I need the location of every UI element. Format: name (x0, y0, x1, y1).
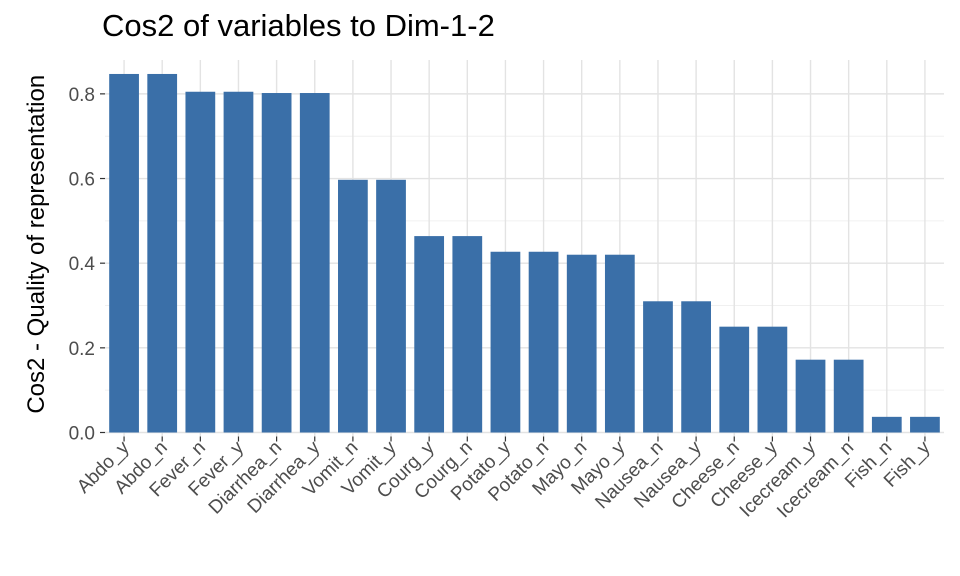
bar (490, 251, 521, 433)
y-tick-label: 0.8 (69, 85, 95, 106)
bar (185, 91, 216, 433)
bar (223, 91, 254, 433)
bars (109, 73, 940, 433)
bar (109, 73, 139, 433)
bar (299, 93, 330, 433)
bar (681, 301, 711, 433)
bar (643, 301, 673, 433)
bar (871, 416, 902, 433)
bar (757, 326, 788, 433)
y-tick-label: 0.2 (69, 339, 95, 360)
y-tick-label: 0.6 (69, 170, 95, 191)
bar (376, 179, 406, 433)
bar (147, 73, 178, 433)
bar (566, 254, 597, 433)
bar (795, 359, 826, 433)
y-tick-label: 0.4 (69, 254, 96, 275)
bar (719, 326, 750, 433)
bar (261, 93, 292, 433)
bar (452, 236, 483, 433)
y-tick-label: 0.0 (69, 424, 95, 445)
y-axis: 0.0 0.2 0.4 0.6 0.8 (69, 85, 105, 445)
bar (414, 236, 445, 433)
y-axis-label: Cos2 - Quality of representation (23, 75, 50, 414)
bar (338, 179, 368, 433)
bar (604, 254, 635, 433)
chart-title: Cos2 of variables to Dim-1-2 (102, 8, 495, 43)
x-axis: Abdo_yAbdo_nFever_nFever_yDiarrhea_nDiar… (73, 436, 935, 522)
bar (910, 416, 940, 433)
bar (528, 251, 559, 433)
bar (833, 359, 864, 433)
